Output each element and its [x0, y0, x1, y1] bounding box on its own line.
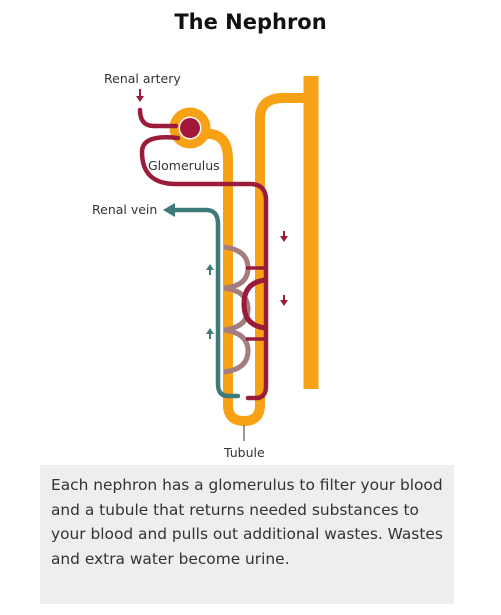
caption-text: Each nephron has a glomerulus to filter …: [51, 476, 443, 568]
label-renal-vein: Renal vein: [92, 202, 157, 217]
afferent-arteriole: [137, 107, 179, 129]
flow-arrows: [136, 89, 288, 339]
arrow-down-icon: [136, 89, 144, 102]
renal-vein-arrowhead: [163, 203, 175, 217]
arrow-up-icon: [206, 264, 214, 275]
label-renal-artery: Renal artery: [104, 71, 181, 86]
diagram-title: The Nephron: [174, 10, 327, 34]
renal-artery: [137, 107, 269, 401]
label-glomerulus: Glomerulus: [148, 158, 220, 173]
tubule-loop: [204, 93, 304, 426]
label-tubule: Tubule: [223, 445, 265, 460]
arrow-down-icon: [280, 231, 288, 242]
arrow-up-icon: [206, 328, 214, 339]
glomerulus: [180, 118, 200, 138]
caption-box: Each nephron has a glomerulus to filter …: [40, 465, 454, 604]
capillary-connectors: [246, 266, 266, 341]
renal-vein: [163, 203, 241, 399]
arrow-down-icon: [280, 295, 288, 306]
nephron-diagram: Renal artery Glomerulus Renal vein Tubul…: [92, 71, 319, 460]
efferent-arteriole: [139, 135, 269, 401]
